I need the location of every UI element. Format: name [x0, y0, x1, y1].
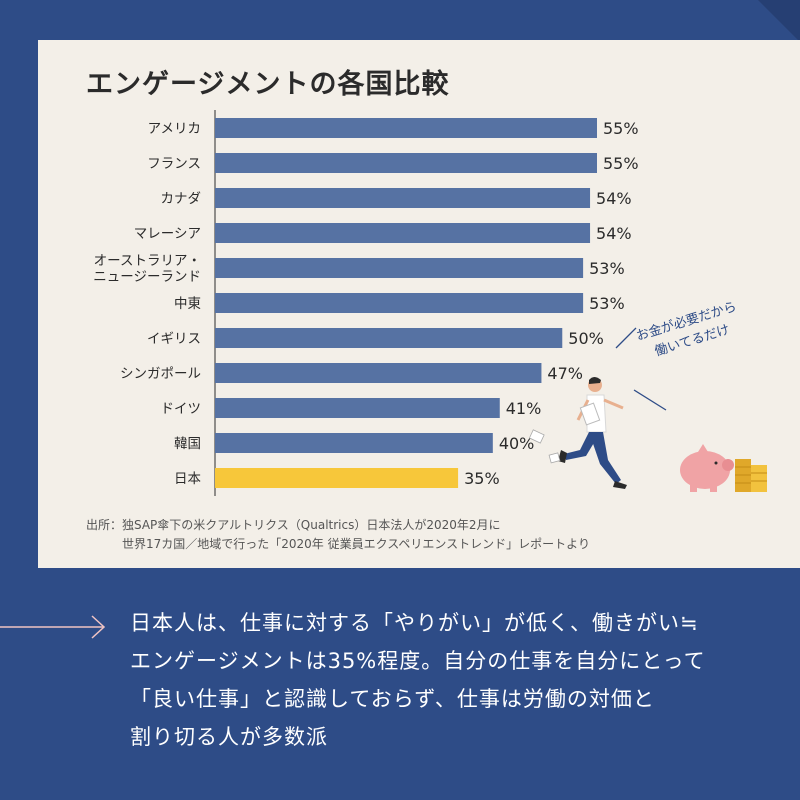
bar	[215, 223, 591, 243]
bar	[215, 328, 563, 348]
value-label: 55%	[603, 154, 639, 173]
running-man-illustration	[528, 327, 767, 492]
source-note: 出所：独SAP傘下の米クアルトリクス（Qualtrics）日本法人が2020年2…	[86, 516, 590, 554]
speech-line-icon	[615, 327, 637, 349]
category-label: イギリス	[147, 331, 201, 347]
value-label: 40%	[499, 434, 535, 453]
category-label: オーストラリア・	[94, 253, 201, 269]
running-man-icon	[528, 377, 627, 489]
summary-text: 日本人は、仕事に対する「やりがい」が低く、働きがい≒ エンゲージメントは35%程…	[130, 604, 780, 756]
arrow-icon	[0, 615, 106, 639]
piggy-bank-icon	[680, 444, 734, 492]
summary-line-2: エンゲージメントは35%程度。自分の仕事を自分にとって	[130, 649, 706, 673]
bar	[215, 153, 597, 173]
value-label: 54%	[596, 224, 632, 243]
bar	[215, 433, 493, 453]
value-label: 47%	[547, 364, 583, 383]
bar	[215, 118, 597, 138]
chart-title: エンゲージメントの各国比較	[86, 69, 450, 100]
source-prefix: 出所：	[86, 518, 123, 532]
bar	[215, 188, 591, 208]
category-label: カナダ	[161, 191, 202, 207]
value-label: 54%	[596, 189, 632, 208]
category-label: マレーシア	[134, 226, 201, 242]
value-label: 53%	[589, 259, 625, 278]
category-label: 韓国	[174, 436, 201, 452]
source-line-2: 世界17カ国／地域で行った「2020年 従業員エクスペリエンストレンド」レポート…	[122, 537, 590, 551]
bar	[215, 398, 500, 418]
category-label: 中東	[174, 296, 201, 312]
summary-line-1: 日本人は、仕事に対する「やりがい」が低く、働きがい≒	[130, 611, 699, 635]
bar	[215, 258, 584, 278]
category-label: ドイツ	[161, 401, 202, 417]
summary-line-4: 割り切る人が多数派	[130, 725, 328, 749]
bar	[215, 468, 459, 488]
category-label: アメリカ	[148, 121, 201, 137]
value-label: 41%	[506, 399, 542, 418]
value-label: 50%	[568, 329, 604, 348]
corner-decoration	[758, 0, 800, 42]
summary-line-3: 「良い仕事」と認識しておらず、仕事は労働の対価と	[130, 687, 655, 711]
category-label: ニュージーランド	[93, 269, 201, 285]
bar	[215, 293, 584, 313]
value-label: 35%	[464, 469, 500, 488]
speech-line-icon	[633, 389, 667, 411]
category-label: シンガポール	[120, 366, 201, 382]
bar-chart: アメリカ 55% フランス 55% カナダ 54% マレーシア 54% オーストラリア・ニュージ…	[93, 110, 639, 496]
value-label: 53%	[589, 294, 625, 313]
bar	[215, 363, 542, 383]
source-line-1: 独SAP傘下の米クアルトリクス（Qualtrics）日本法人が2020年2月に	[122, 518, 501, 532]
category-label: 日本	[174, 471, 201, 487]
chart-card: エンゲージメントの各国比較 アメリカ 55% フランス 55% カナダ 54% マレーシア 5…	[38, 40, 800, 568]
value-label: 55%	[603, 119, 639, 138]
category-label: フランス	[147, 156, 201, 172]
coin-stack-icon	[735, 459, 767, 492]
